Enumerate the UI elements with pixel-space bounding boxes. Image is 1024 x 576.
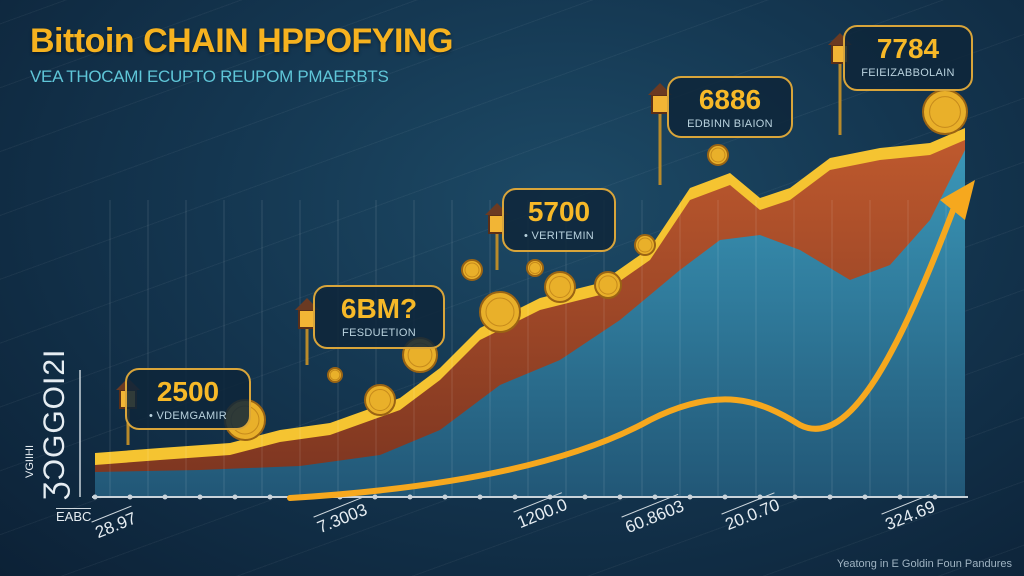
axis-tick-dot (512, 494, 518, 500)
annotation-callout: 5700 • VERITEMIN (502, 188, 616, 252)
coin-inner-ring (549, 276, 571, 298)
trend-arrow-head (940, 180, 975, 220)
axis-tick-dot (92, 494, 98, 500)
coin-inner-ring (598, 275, 618, 295)
annotation-caption: • VERITEMIN (523, 230, 595, 242)
axis-tick-dot (232, 494, 238, 500)
annotation-callout: 2500 • VDEMGAMIR (125, 368, 251, 430)
coin-inner-ring (637, 237, 653, 253)
axis-tick-dot (267, 494, 273, 500)
axis-tick-dot (197, 494, 203, 500)
annotation-value: 2500 (156, 376, 220, 407)
y-axis-label: ƷƆGGOI2I (38, 348, 71, 500)
axis-tick-dot (477, 494, 483, 500)
coin-inner-ring (710, 147, 726, 163)
annotation-callout: 6BM? FESDUETION (313, 285, 445, 349)
trend-arrow-line (287, 202, 958, 501)
axis-tick-dot (932, 494, 938, 500)
annotation-caption: FESDUETION (342, 327, 416, 339)
axis-tick-dot (407, 494, 413, 500)
axis-tick-dot (757, 494, 763, 500)
footer-credit: Yeatong in E Goldin Foun Pandures (836, 558, 1012, 570)
axis-tick-dot (547, 494, 553, 500)
coin-inner-ring (464, 262, 480, 278)
annotation-value: 7784 (876, 33, 940, 64)
axis-tick-dot (792, 494, 798, 500)
coin-inner-ring (929, 96, 961, 128)
axis-tick-dot (372, 494, 378, 500)
lantern-icon (651, 94, 669, 114)
annotation-caption: EDBINN BIAION (687, 118, 773, 130)
axis-tick-dot (897, 494, 903, 500)
coin-inner-ring (329, 369, 341, 381)
axis-tick-dot (652, 494, 658, 500)
axis-tick-dot (127, 494, 133, 500)
annotation-value: 5700 (527, 196, 591, 227)
coin-inner-ring (528, 261, 542, 275)
axis-tick-dot (162, 494, 168, 500)
lantern-roof (648, 83, 672, 95)
annotation-value: 6886 (698, 84, 762, 115)
page-title: Bittoin CHAIN HPPOFYING (30, 22, 453, 60)
axis-tick-dot (582, 494, 588, 500)
axis-corner-label: EABC (56, 508, 92, 524)
axis-tick-dot (722, 494, 728, 500)
axis-tick-dot (617, 494, 623, 500)
y-axis-label-small: VGIIHI (24, 444, 36, 478)
annotation-value: 6BM? (340, 293, 418, 324)
coin-inner-ring (369, 389, 391, 411)
annotation-callout: 6886 EDBINN BIAION (667, 76, 793, 138)
axis-tick-dot (862, 494, 868, 500)
axis-tick-dot (442, 494, 448, 500)
annotation-caption: FEIEIZABBOLAIN (861, 67, 955, 79)
blue-area (95, 150, 965, 497)
axis-tick-dot (827, 494, 833, 500)
axis-tick-dot (687, 494, 693, 500)
annotation-callout: 7784 FEIEIZABBOLAIN (843, 25, 973, 91)
annotation-caption: • VDEMGAMIR (148, 410, 228, 422)
page-subtitle: VEA THOCAMI ECUPTO REUPOM PMAERBTS (30, 67, 389, 86)
coin-inner-ring (485, 297, 515, 327)
